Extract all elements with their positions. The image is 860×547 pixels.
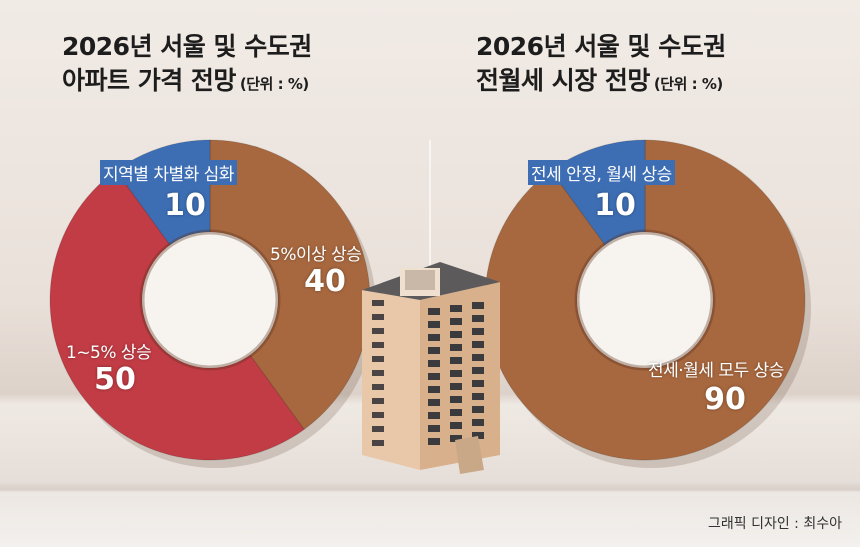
- building-window: [472, 406, 484, 413]
- right-slice-value-both-rise: 90: [704, 382, 746, 417]
- building-window: [428, 308, 440, 315]
- building-window: [372, 314, 384, 320]
- building-window: [450, 383, 462, 390]
- building-window: [372, 356, 384, 362]
- building-window: [472, 419, 484, 426]
- building-window: [472, 367, 484, 374]
- building-window: [450, 370, 462, 377]
- building-window: [372, 328, 384, 334]
- building-window: [450, 331, 462, 338]
- right-unit: (단위 : %): [653, 75, 723, 93]
- right-chart-title: 2026년 서울 및 수도권 전월세 시장 전망 (단위 : %): [476, 30, 726, 101]
- building-window: [428, 438, 440, 445]
- left-title-line2: 아파트 가격 전망: [62, 66, 236, 95]
- left-chart-title: 2026년 서울 및 수도권 아파트 가격 전망 (단위 : %): [62, 30, 312, 101]
- right-title-line2: 전월세 시장 전망: [476, 66, 650, 95]
- left-title-line1: 2026년 서울 및 수도권: [62, 32, 312, 61]
- building-window: [428, 360, 440, 367]
- building-window: [472, 354, 484, 361]
- building-window: [428, 373, 440, 380]
- building-window: [428, 412, 440, 419]
- right-slice-label-both-rise: 전세·월세 모두 상승: [648, 361, 784, 381]
- left-slice-value-5plus: 40: [304, 264, 346, 299]
- left-slice-value-1to5: 50: [94, 362, 136, 397]
- right-title-line1: 2026년 서울 및 수도권: [476, 32, 726, 61]
- building-window: [472, 341, 484, 348]
- building-window: [372, 440, 384, 446]
- building-window: [450, 357, 462, 364]
- building-window: [472, 380, 484, 387]
- building-window: [428, 386, 440, 393]
- left-slice-label-5plus: 5%이상 상승: [270, 245, 362, 265]
- building-window: [372, 398, 384, 404]
- building-window: [428, 334, 440, 341]
- graphic-credit: 그래픽 디자인 : 최수아: [708, 516, 842, 532]
- right-slice-label-jeonse-stable: 전세 안정, 월세 상승: [528, 160, 675, 185]
- building-window: [372, 300, 384, 306]
- building-window: [372, 426, 384, 432]
- building-window: [450, 344, 462, 351]
- donut-hole: [139, 229, 281, 371]
- building-window: [472, 393, 484, 400]
- building-window: [372, 342, 384, 348]
- building-window: [472, 302, 484, 309]
- building-window: [450, 305, 462, 312]
- left-slice-value-regional: 10: [164, 188, 206, 223]
- left-slice-label-1to5: 1~5% 상승: [66, 343, 152, 363]
- building-window: [450, 396, 462, 403]
- building-window: [472, 328, 484, 335]
- building-window: [450, 409, 462, 416]
- building-window: [372, 370, 384, 376]
- building-window: [428, 399, 440, 406]
- building-window: [472, 315, 484, 322]
- building-window: [450, 318, 462, 325]
- building-window: [372, 412, 384, 418]
- building-window: [428, 321, 440, 328]
- left-slice-label-regional: 지역별 차별화 심화: [100, 160, 237, 185]
- right-slice-value-jeonse-stable: 10: [594, 188, 636, 223]
- left-unit: (단위 : %): [239, 75, 309, 93]
- building-window: [450, 422, 462, 429]
- building-window: [472, 432, 484, 439]
- building-window: [428, 425, 440, 432]
- donut-hole: [574, 229, 716, 371]
- building-window: [428, 347, 440, 354]
- building-window: [372, 384, 384, 390]
- apartment-building-illustration: [362, 262, 500, 474]
- building-window: [450, 435, 462, 442]
